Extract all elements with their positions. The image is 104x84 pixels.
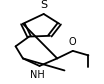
Text: S: S — [40, 0, 47, 10]
Text: O: O — [69, 37, 77, 47]
Text: NH: NH — [30, 70, 45, 80]
